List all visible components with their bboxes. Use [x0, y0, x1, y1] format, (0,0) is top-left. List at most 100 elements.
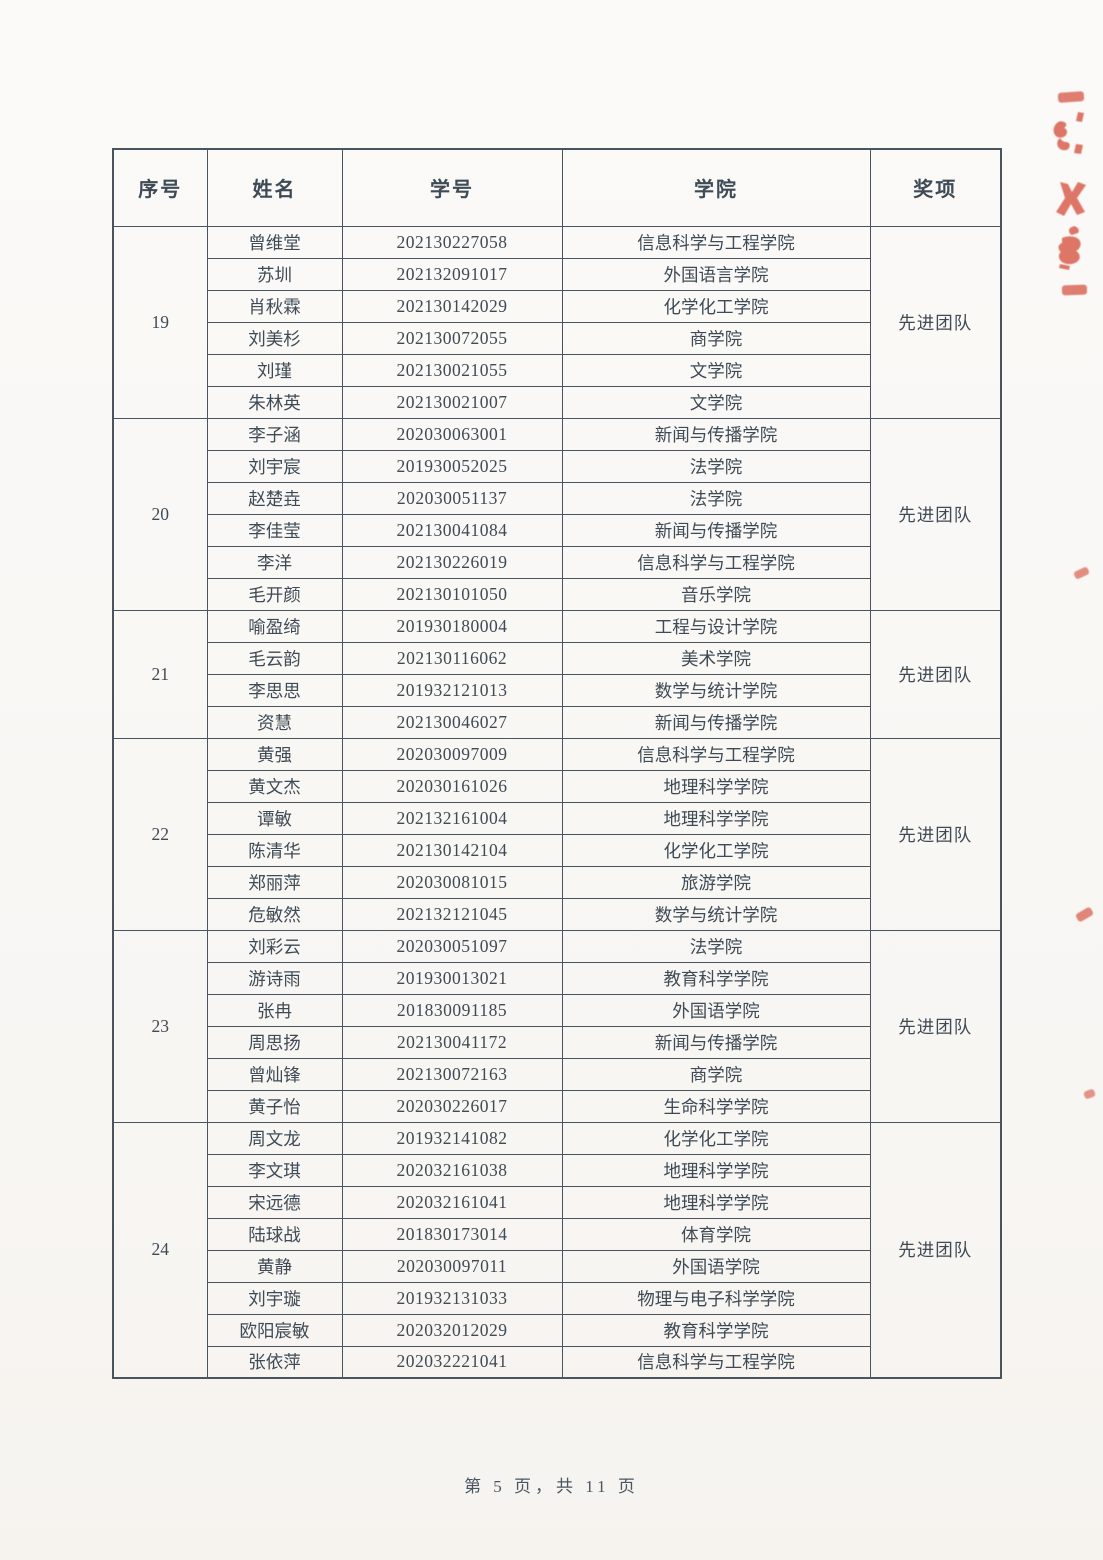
student-id-cell: 202032161041	[341, 1185, 563, 1219]
table-row: 22 黄强 202030097009 信息科学与工程学院 先进团队	[112, 737, 1002, 931]
member-name-cell: 周思扬	[206, 1025, 343, 1059]
college-cell: 新闻与传播学院	[561, 513, 871, 547]
member-name-cell: 李洋	[206, 545, 343, 579]
college-cell: 外国语言学院	[561, 257, 871, 291]
college-cell: 信息科学与工程学院	[561, 737, 871, 771]
member-name-cell: 张冉	[206, 993, 343, 1027]
table-row: 赵楚垚 202030051137 法学院	[113, 481, 1001, 515]
member-name-cell: 宋远德	[206, 1185, 343, 1219]
college-cell: 化学化工学院	[561, 833, 871, 867]
table-row: 谭敏 202132161004 地理科学学院	[113, 801, 1001, 835]
college-cell: 地理科学学院	[561, 769, 871, 803]
student-id-cell: 202030051097	[341, 929, 563, 963]
member-name-cell: 苏圳	[206, 257, 343, 291]
college-cell: 化学化工学院	[561, 289, 871, 323]
college-cell: 新闻与传播学院	[561, 705, 871, 739]
student-id-cell: 202130021007	[341, 385, 563, 419]
college-cell: 法学院	[561, 449, 871, 483]
member-name-cell: 刘瑾	[206, 353, 343, 387]
table-row: 肖秋霖 202130142029 化学化工学院	[113, 289, 1001, 323]
student-id-cell: 201932121013	[341, 673, 563, 707]
award-cell: 先进团队	[869, 417, 1002, 611]
student-id-cell: 202032161038	[341, 1153, 563, 1187]
college-cell: 数学与统计学院	[561, 673, 871, 707]
member-name-cell: 李子涵	[206, 417, 343, 451]
award-cell: 先进团队	[869, 737, 1002, 931]
table-row: 黄子怡 202030226017 生命科学学院	[113, 1089, 1001, 1123]
student-id-cell: 202130072055	[341, 321, 563, 355]
group-seq-cell: 23	[112, 929, 208, 1123]
college-cell: 地理科学学院	[561, 801, 871, 835]
member-name-cell: 危敏然	[206, 897, 343, 931]
college-cell: 物理与电子科学学院	[561, 1281, 871, 1315]
member-name-cell: 李思思	[206, 673, 343, 707]
student-id-cell: 202130101050	[341, 577, 563, 611]
college-cell: 法学院	[561, 481, 871, 515]
student-id-cell: 202032012029	[341, 1313, 563, 1347]
member-name-cell: 刘彩云	[206, 929, 343, 963]
student-id-cell: 202130116062	[341, 641, 563, 675]
student-id-cell: 202130226019	[341, 545, 563, 579]
group-seq-cell: 21	[112, 609, 208, 739]
member-name-cell: 朱林英	[206, 385, 343, 419]
member-name-cell: 黄静	[206, 1249, 343, 1283]
member-name-cell: 游诗雨	[206, 961, 343, 995]
table-row: 周思扬 202130041172 新闻与传播学院	[113, 1025, 1001, 1059]
group-seq-cell: 22	[112, 737, 208, 931]
college-cell: 数学与统计学院	[561, 897, 871, 931]
table-row: 毛开颜 202130101050 音乐学院	[113, 577, 1001, 611]
student-id-cell: 202030161026	[341, 769, 563, 803]
member-name-cell: 刘美杉	[206, 321, 343, 355]
student-id-cell: 202030097011	[341, 1249, 563, 1283]
college-cell: 生命科学学院	[561, 1089, 871, 1123]
student-id-cell: 202130227058	[341, 225, 563, 259]
college-cell: 信息科学与工程学院	[561, 225, 871, 259]
college-cell: 地理科学学院	[561, 1185, 871, 1219]
student-id-cell: 202130142029	[341, 289, 563, 323]
table-row: 毛云韵 202130116062 美术学院	[113, 641, 1001, 675]
table-row: 宋远德 202032161041 地理科学学院	[113, 1185, 1001, 1219]
header-college: 学院	[561, 148, 871, 227]
student-id-cell: 201930052025	[341, 449, 563, 483]
header-seq: 序号	[112, 148, 208, 227]
table-row: 刘宇璇 201932131033 物理与电子科学学院	[113, 1281, 1001, 1315]
college-cell: 法学院	[561, 929, 871, 963]
table-header-row: 序号 姓名 学号 学院 奖项	[112, 148, 1002, 227]
table-row: 李洋 202130226019 信息科学与工程学院	[113, 545, 1001, 579]
college-cell: 体育学院	[561, 1217, 871, 1251]
table-row: 24 周文龙 201932141082 化学化工学院 先进团队	[112, 1121, 1002, 1379]
table-row: 陆球战 201830173014 体育学院	[113, 1217, 1001, 1251]
member-name-cell: 喻盈绮	[206, 609, 343, 643]
red-seal-fragment-icon	[1073, 566, 1090, 580]
member-name-cell: 赵楚垚	[206, 481, 343, 515]
student-id-cell: 202130142104	[341, 833, 563, 867]
table-row: 20 李子涵 202030063001 新闻与传播学院 先进团队	[112, 417, 1002, 611]
member-name-cell: 毛开颜	[206, 577, 343, 611]
member-name-cell: 资慧	[206, 705, 343, 739]
college-cell: 音乐学院	[561, 577, 871, 611]
table-row: 李文琪 202032161038 地理科学学院	[113, 1153, 1001, 1187]
member-name-cell: 曾维堂	[206, 225, 343, 259]
table-row: 欧阳宸敏 202032012029 教育科学学院	[113, 1313, 1001, 1347]
member-name-cell: 黄子怡	[206, 1089, 343, 1123]
student-id-cell: 202130041172	[341, 1025, 563, 1059]
table-row: 黄静 202030097011 外国语学院	[113, 1249, 1001, 1283]
award-table: 序号 姓名 学号 学院 奖项 19 曾维堂 202130227058 信息科学与工程学…	[112, 148, 1002, 1379]
table-row: 刘瑾 202130021055 文学院	[113, 353, 1001, 387]
member-name-cell: 刘宇宸	[206, 449, 343, 483]
student-id-cell: 202130021055	[341, 353, 563, 387]
table-row: 李思思 201932121013 数学与统计学院	[113, 673, 1001, 707]
table-row: 李佳莹 202130041084 新闻与传播学院	[113, 513, 1001, 547]
award-cell: 先进团队	[869, 225, 1002, 419]
college-cell: 工程与设计学院	[561, 609, 871, 643]
member-name-cell: 黄强	[206, 737, 343, 771]
red-seal-fragment-icon	[1054, 178, 1090, 220]
student-id-cell: 201932141082	[341, 1121, 563, 1155]
member-name-cell: 曾灿锋	[206, 1057, 343, 1091]
table-row: 刘宇宸 201930052025 法学院	[113, 449, 1001, 483]
student-id-cell: 201830173014	[341, 1217, 563, 1251]
college-cell: 化学化工学院	[561, 1121, 871, 1155]
table-row: 曾灿锋 202130072163 商学院	[113, 1057, 1001, 1091]
member-name-cell: 欧阳宸敏	[206, 1313, 343, 1347]
header-award: 奖项	[869, 148, 1002, 227]
